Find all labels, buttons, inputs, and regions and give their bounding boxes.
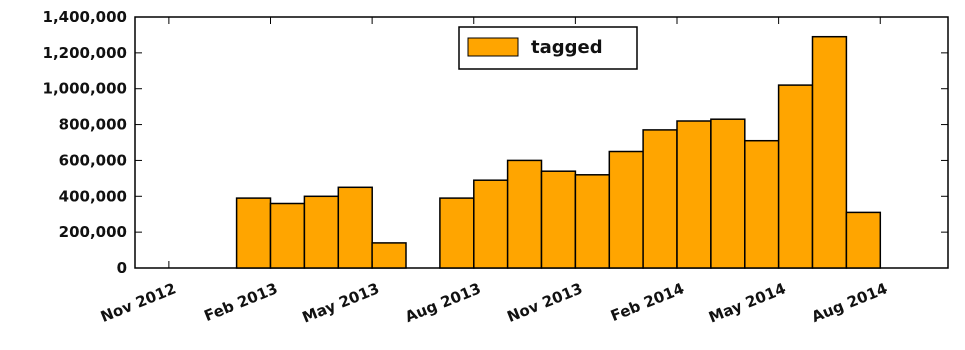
x-tick-label: Aug 2013 xyxy=(403,279,484,326)
bar-2014-04 xyxy=(744,139,780,269)
x-tick-label: Feb 2013 xyxy=(202,279,281,325)
bar-2013-07 xyxy=(439,197,475,269)
y-tick-label: 1,200,000 xyxy=(43,44,127,62)
bar-2013-02 xyxy=(269,202,306,269)
bar-2013-09 xyxy=(506,159,543,269)
x-tick-label: Feb 2014 xyxy=(608,279,687,325)
bar-2013-01 xyxy=(235,197,272,269)
bar-2014-07 xyxy=(845,211,882,269)
y-tick-label: 800,000 xyxy=(59,116,127,134)
y-axis: 0 200,000 400,000 600,000 800,000 1,000,000 1,… xyxy=(43,8,948,277)
y-tick-label: 1,000,000 xyxy=(43,80,127,98)
bar-2014-03 xyxy=(710,118,746,269)
bar-2013-05 xyxy=(371,242,407,269)
bar-2014-02 xyxy=(676,120,712,269)
y-tick-label: 600,000 xyxy=(59,151,127,169)
x-tick-label: May 2013 xyxy=(300,279,382,326)
y-tick-label: 0 xyxy=(117,259,127,277)
y-tick-label: 200,000 xyxy=(59,223,127,241)
bar-2013-08 xyxy=(473,179,509,269)
bar-2014-01 xyxy=(642,129,678,269)
bar-2013-03 xyxy=(303,195,340,269)
legend-swatch xyxy=(467,37,519,57)
x-tick-label: Aug 2014 xyxy=(809,279,890,326)
bars-group xyxy=(235,35,882,269)
bar-2013-10 xyxy=(540,170,577,269)
bar-2014-06 xyxy=(811,35,848,269)
y-tick-label: 1,400,000 xyxy=(43,8,127,26)
x-tick-label: Nov 2013 xyxy=(505,279,586,326)
bar-2013-11 xyxy=(574,174,611,269)
y-tick-label: 400,000 xyxy=(59,187,127,205)
x-tick-label: Nov 2012 xyxy=(98,279,179,326)
x-tick-label: May 2014 xyxy=(706,279,788,326)
bar-2013-12 xyxy=(608,150,644,269)
legend: tagged xyxy=(458,26,638,70)
bar-2013-04 xyxy=(337,186,373,269)
bar-2014-05 xyxy=(777,84,814,269)
legend-label: tagged xyxy=(531,37,603,58)
